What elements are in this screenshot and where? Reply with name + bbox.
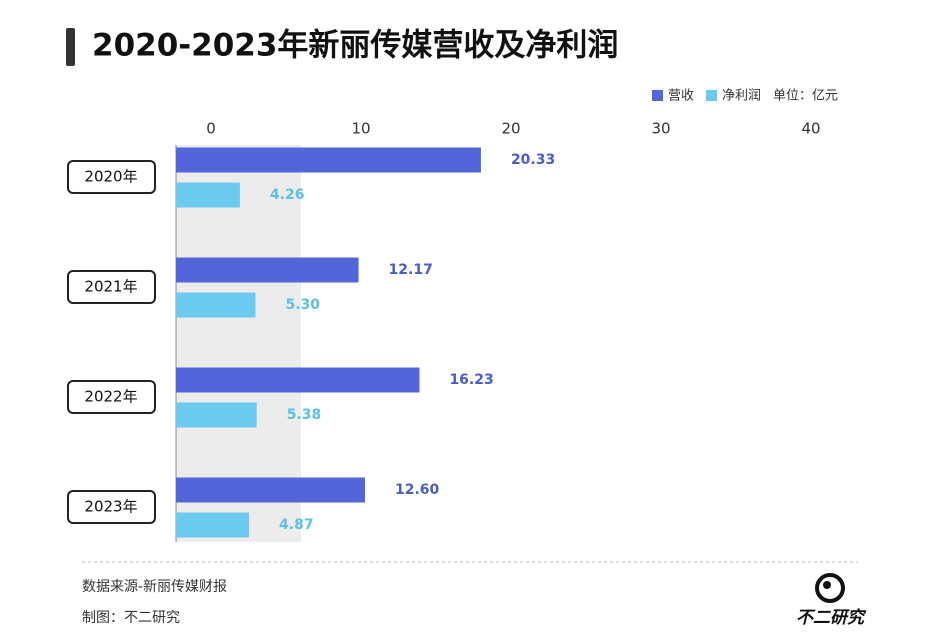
bar: [176, 402, 257, 428]
bar: [176, 477, 365, 503]
bar: [176, 147, 481, 173]
chart-title: 2020-2023年新丽传媒营收及净利润: [92, 28, 618, 64]
x-tick-label: 0: [206, 120, 216, 138]
x-tick-label: 30: [651, 120, 670, 138]
value-label: 16.23: [449, 372, 493, 388]
bar: [176, 367, 420, 393]
legend-swatch: [706, 90, 718, 101]
x-tick-label: 10: [351, 120, 370, 138]
x-tick-label: 40: [801, 120, 820, 138]
shade-band: [176, 145, 301, 542]
logo-icon: [815, 573, 845, 603]
value-label: 4.26: [270, 187, 305, 203]
value-label: 5.30: [286, 297, 321, 313]
source-note: 数据来源-新丽传媒财报: [82, 579, 227, 595]
value-label: 5.38: [287, 407, 322, 423]
y-tick-label: 2022年: [84, 388, 137, 406]
bar: [176, 182, 240, 208]
y-tick-label: 2023年: [84, 498, 137, 516]
bar: [176, 512, 250, 538]
legend-label: 净利润: [722, 89, 761, 104]
category-box: [67, 160, 156, 194]
value-label: 4.87: [279, 517, 314, 533]
unit-label: 单位：亿元: [773, 89, 838, 104]
legend-label: 营收: [668, 89, 694, 104]
y-tick-label: 2021年: [84, 278, 137, 296]
logo-icon-dot: [823, 581, 831, 589]
value-label: 12.60: [395, 482, 440, 498]
y-tick-label: 2020年: [84, 168, 137, 186]
category-box: [67, 270, 156, 304]
legend-swatch: [652, 90, 663, 101]
credit-note: 制图：不二研究: [82, 610, 180, 626]
category-box: [67, 490, 156, 524]
title-marker: [66, 28, 75, 66]
value-label: 12.17: [389, 262, 433, 278]
value-label: 20.33: [511, 152, 555, 168]
x-tick-label: 20: [501, 120, 520, 138]
category-box: [67, 380, 156, 414]
bar: [176, 257, 359, 283]
bar: [176, 292, 256, 318]
logo-text: 不二研究: [796, 608, 867, 628]
